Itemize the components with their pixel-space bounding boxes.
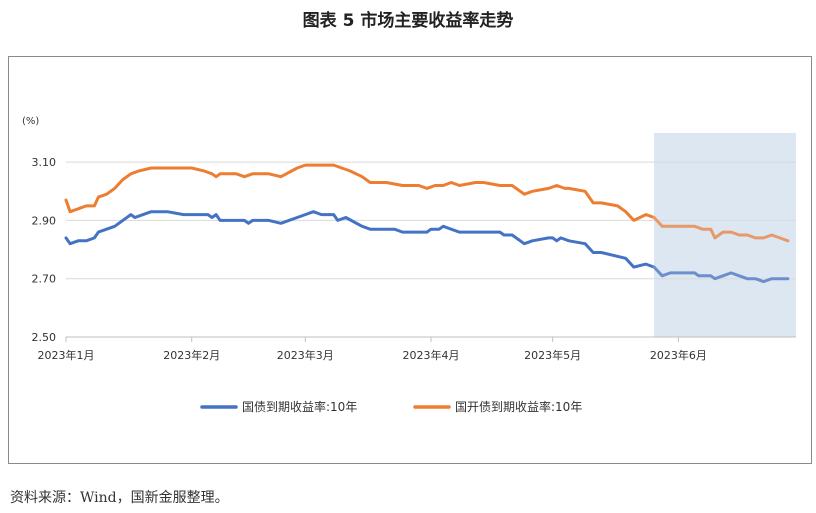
x-tick-label: 2023年4月	[403, 348, 460, 362]
x-tick-label: 2023年1月	[38, 348, 95, 362]
y-tick-label: 2.70	[32, 273, 57, 286]
y-tick-label: 2.50	[32, 331, 57, 344]
series-line-0-highlighted	[652, 265, 790, 284]
legend-label-1: 国开债到期收益率:10年	[455, 399, 582, 414]
legend-label-0: 国债到期收益率:10年	[242, 399, 357, 414]
y-tick-label: 3.10	[32, 156, 57, 169]
series-line-0	[64, 210, 656, 269]
y-unit-label: (%)	[22, 116, 39, 127]
source-note: 资料来源：Wind，国新金服整理。	[10, 490, 229, 506]
series-line-1-highlighted	[652, 216, 790, 243]
x-tick-label: 2023年5月	[524, 348, 581, 362]
y-tick-label: 2.90	[32, 214, 57, 227]
x-tick-label: 2023年3月	[277, 348, 334, 362]
x-tick-label: 2023年6月	[650, 348, 707, 362]
chart-panel	[8, 56, 812, 464]
chart-title: 图表 5 市场主要收益率走势	[302, 11, 514, 31]
series-line-1	[64, 163, 656, 222]
x-tick-label: 2023年2月	[163, 348, 220, 362]
